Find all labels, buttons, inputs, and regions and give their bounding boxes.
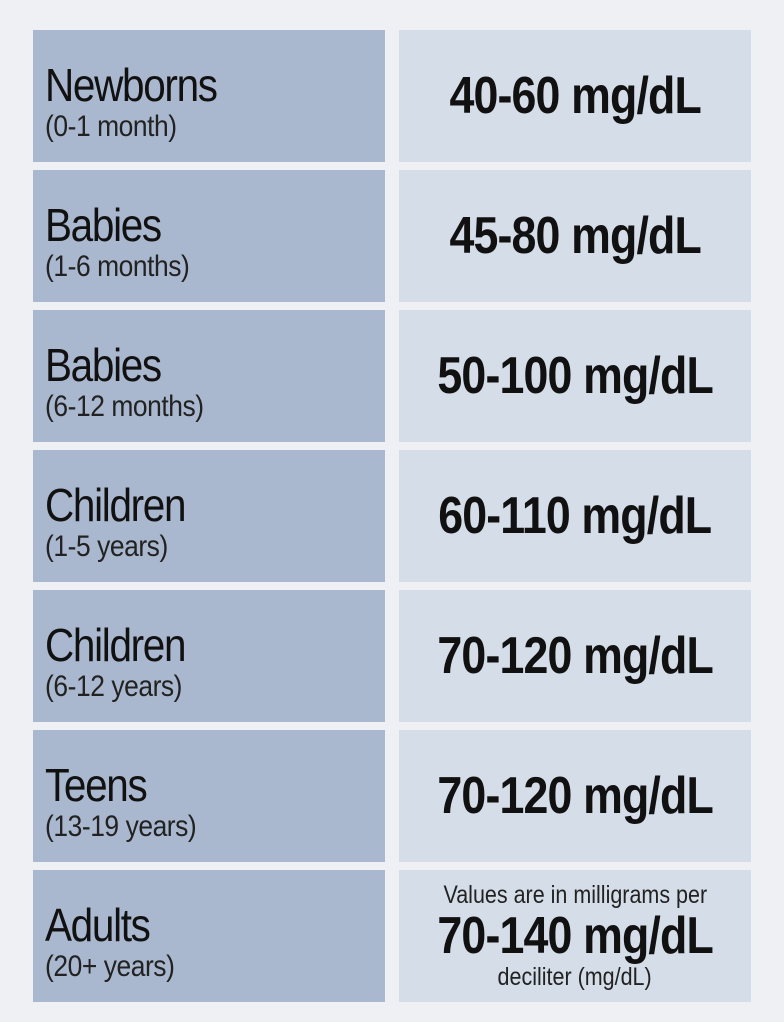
glucose-range: 70-120 mg/dL: [437, 767, 713, 825]
group-name: Children: [45, 479, 187, 531]
glucose-range: 60-110 mg/dL: [438, 487, 712, 545]
glucose-range: 45-80 mg/dL: [449, 207, 701, 265]
value-cell: 50-100 mg/dL: [399, 310, 751, 442]
value-cell: 60-110 mg/dL: [399, 450, 751, 582]
label-cell: Teens (13-19 years): [33, 730, 385, 862]
value-cell: Values are in milligrams per 70-140 mg/dL…: [399, 870, 751, 1002]
value-cell: 70-120 mg/dL: [399, 590, 751, 722]
age-range: (6-12 months): [45, 390, 204, 423]
value-cell: 70-120 mg/dL: [399, 730, 751, 862]
note-text: deciliter (mg/dL): [497, 963, 653, 991]
label-cell: Babies (1-6 months): [33, 170, 385, 302]
glucose-range: 70-140 mg/dL: [437, 907, 713, 965]
note-text: Values are in milligrams per: [443, 881, 707, 909]
glucose-range: 50-100 mg/dL: [437, 347, 713, 405]
group-name: Children: [45, 619, 187, 671]
age-range: (13-19 years): [45, 810, 197, 843]
label-cell: Children (6-12 years): [33, 590, 385, 722]
age-range: (20+ years): [45, 950, 175, 983]
label-cell: Babies (6-12 months): [33, 310, 385, 442]
value-cell: 40-60 mg/dL: [399, 30, 751, 162]
glucose-range: 70-120 mg/dL: [437, 627, 713, 685]
age-range: (0-1 month): [45, 110, 177, 143]
group-name: Babies: [45, 199, 162, 251]
label-cell: Adults (20+ years): [33, 870, 385, 1002]
age-range: (1-5 years): [45, 530, 168, 563]
group-name: Teens: [45, 759, 148, 811]
group-name: Adults: [45, 899, 151, 951]
label-cell: Newborns (0-1 month): [33, 30, 385, 162]
label-cell: Children (1-5 years): [33, 450, 385, 582]
value-cell: 45-80 mg/dL: [399, 170, 751, 302]
age-range: (6-12 years): [45, 670, 183, 703]
age-range: (1-6 months): [45, 250, 190, 283]
group-name: Newborns: [45, 59, 218, 111]
group-name: Babies: [45, 339, 162, 391]
glucose-range: 40-60 mg/dL: [449, 67, 701, 125]
